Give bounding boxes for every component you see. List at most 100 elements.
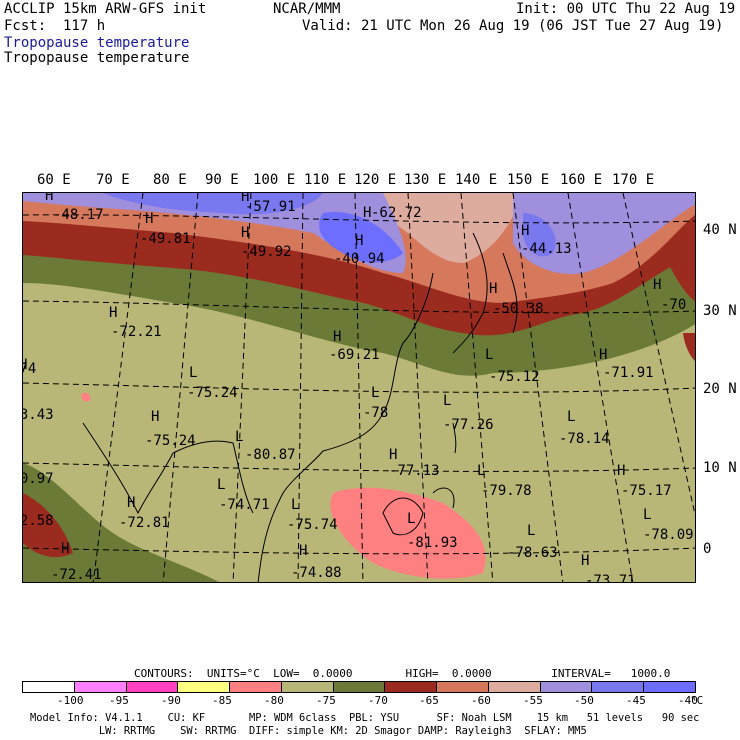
extrema-mark: H — [151, 409, 159, 425]
field-title-secondary: Tropopause temperature — [4, 50, 190, 66]
extrema-value: -49.81 — [140, 231, 191, 247]
field-title-primary: Tropopause temperature — [4, 35, 190, 51]
extrema-value: -75.12 — [489, 369, 540, 385]
extrema-value: -44.13 — [521, 241, 572, 257]
extrema-mark: H — [363, 205, 371, 221]
extrema-mark: H — [145, 211, 153, 227]
legend-swatch — [178, 682, 231, 692]
extrema-mark: L — [407, 511, 415, 527]
lon-label: 100 E — [253, 172, 296, 188]
lat-label: 40 N — [703, 222, 737, 238]
band-minus-80-spot — [81, 392, 91, 402]
legend-tick: -90 — [161, 694, 181, 707]
extrema-value: -69.21 — [329, 347, 380, 363]
extrema-mark: H — [61, 541, 69, 557]
lon-label: 140 E — [455, 172, 498, 188]
extrema-mark: H — [23, 357, 27, 373]
legend-swatch — [74, 682, 127, 692]
extrema-value: -50.38 — [493, 301, 544, 317]
band-minus-65-east2 — [683, 333, 695, 362]
lon-label: 130 E — [404, 172, 447, 188]
extrema-value: -71.91 — [603, 365, 654, 381]
lon-label: 150 E — [507, 172, 550, 188]
extrema-mark: L — [235, 429, 243, 445]
extrema-mark: H — [241, 225, 249, 241]
extrema-value: -73.43 — [23, 407, 54, 423]
extrema-value: -78 — [363, 405, 388, 421]
valid-time: Valid: 21 UTC Mon 26 Aug 19 (06 JST Tue … — [302, 18, 724, 34]
lon-label: 80 E — [153, 172, 187, 188]
lat-label: 20 N — [703, 381, 737, 397]
extrema-value: -78.14 — [559, 431, 610, 447]
extrema-value: -81.93 — [407, 535, 458, 551]
coastlines — [82, 232, 518, 582]
extrema-value: -72.41 — [51, 567, 102, 583]
lon-label: 60 E — [37, 172, 71, 188]
legend-swatch — [592, 682, 645, 692]
legend-tick: -75 — [316, 694, 336, 707]
model-info-line-1: Model Info: V4.1.1 CU: KF MP: WDM 6class… — [30, 712, 700, 724]
extrema-value: -70 — [661, 297, 686, 313]
legend-swatch — [540, 682, 593, 692]
extrema-mark: H — [389, 447, 397, 463]
lat-label: 30 N — [703, 303, 737, 319]
legend-tick: -95 — [109, 694, 129, 707]
legend-tick: -100 — [57, 694, 84, 707]
band-minus-50-east — [513, 193, 695, 274]
lon-label: 90 E — [205, 172, 239, 188]
extrema-mark: H — [581, 553, 589, 569]
extrema-value: -74.71 — [219, 497, 270, 513]
extrema-mark: H — [109, 305, 117, 321]
extrema-value: -75.24 — [187, 385, 238, 401]
extrema-value: -49.92 — [241, 244, 292, 260]
legend-tick: -70 — [368, 694, 388, 707]
forecast-hour: Fcst: 117 h — [4, 18, 106, 34]
map-panel: H -48.17 H -49.81 H -57.91 H -49.92 H -62.72 … — [22, 192, 696, 583]
band-minus-45-east — [523, 213, 556, 257]
model-info-line-2: LW: RRTMG SW: RRTMG DIFF: simple KM: 2D … — [30, 725, 587, 737]
extrema-mark: H — [599, 347, 607, 363]
legend-tick: -50 — [574, 694, 594, 707]
extrema-mark: L — [189, 365, 197, 381]
extrema-value: -62.72 — [371, 205, 422, 221]
extrema-value: -78.63 — [507, 545, 558, 561]
legend-tick: -40 — [678, 694, 698, 707]
extrema-mark: H — [489, 281, 497, 297]
color-legend — [22, 681, 696, 693]
extrema-value: -48.17 — [53, 207, 104, 223]
org-label: NCAR/MMM — [273, 1, 341, 17]
lon-label: 110 E — [304, 172, 347, 188]
extrema-mark: H — [45, 193, 53, 204]
legend-swatch — [644, 682, 695, 692]
extrema-mark: L — [371, 385, 379, 401]
extrema-mark: H — [521, 223, 529, 239]
lat-label: 10 N — [703, 460, 737, 476]
extrema-mark: H — [355, 233, 363, 249]
extrema-mark: H — [299, 543, 307, 559]
extrema-value: -72.81 — [119, 515, 170, 531]
extrema-mark: H — [241, 193, 249, 205]
graticule — [23, 193, 695, 582]
legend-tick: -45 — [626, 694, 646, 707]
extrema-value: -72.21 — [111, 324, 162, 340]
extrema-value: -75.74 — [287, 517, 338, 533]
band-minus-50 — [23, 193, 406, 273]
extrema-value: -79.78 — [481, 483, 532, 499]
extrema-mark: L — [291, 497, 299, 513]
extrema-mark: L — [527, 523, 535, 539]
extrema-mark: L — [567, 409, 575, 425]
lon-label: 70 E — [96, 172, 130, 188]
extrema-value: -73.71 — [585, 573, 636, 583]
extrema-mark: H — [653, 277, 661, 293]
extrema-value: -70.97 — [23, 471, 54, 487]
extrema-mark: L — [485, 347, 493, 363]
lon-label: 120 E — [354, 172, 397, 188]
legend-tick: -55 — [523, 694, 543, 707]
band-minus-55 — [383, 193, 523, 263]
extrema-value: -57.91 — [245, 199, 296, 215]
band-minus-65-east — [663, 253, 695, 302]
extrema-value: -74.88 — [291, 565, 342, 581]
contours-info: CONTOURS: UNITS=°C LOW= 0.0000 HIGH= 0.0… — [134, 667, 671, 680]
extrema-value: -78.09 — [643, 527, 694, 543]
lon-label: 160 E — [560, 172, 603, 188]
